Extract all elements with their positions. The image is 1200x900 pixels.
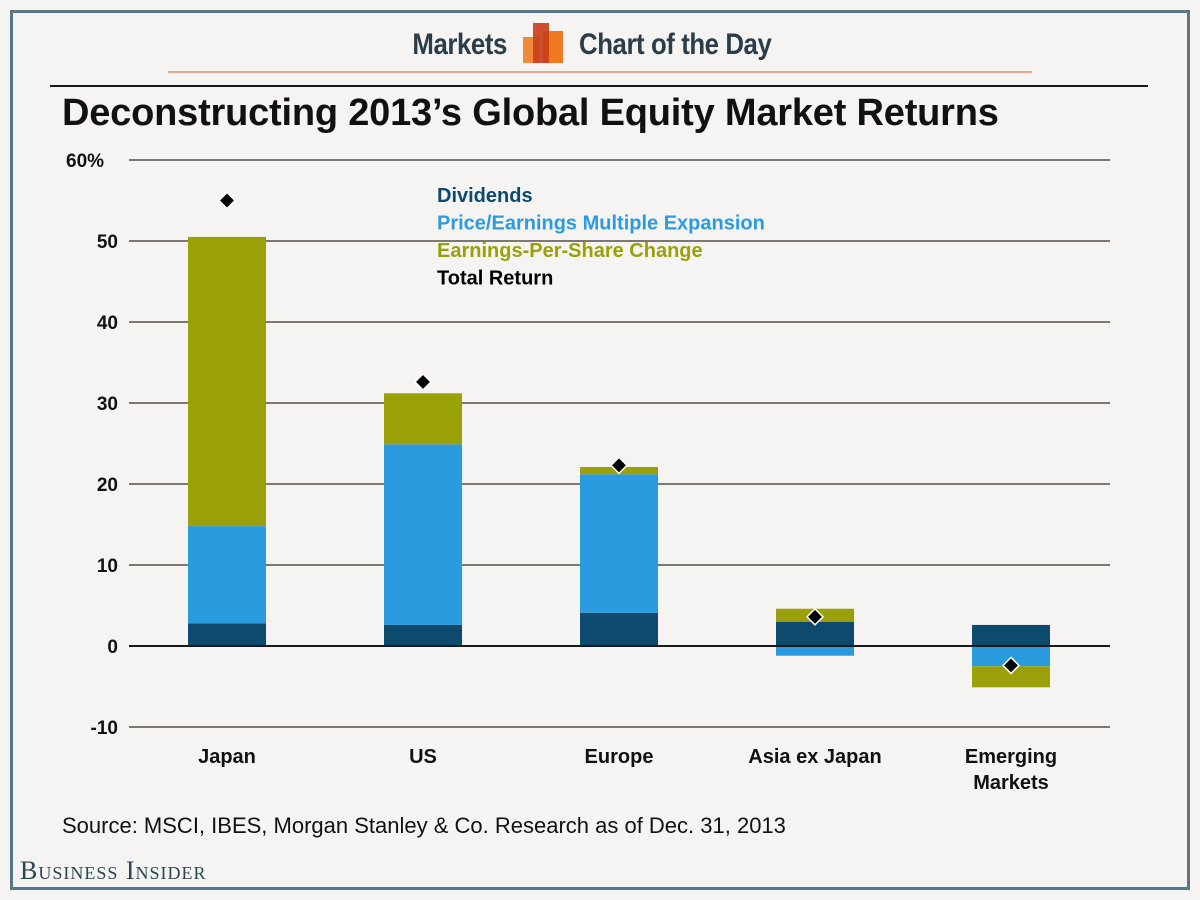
y-tick-label: -10 — [91, 718, 118, 739]
total-return-markers — [217, 191, 1021, 675]
header-chart-of-the-day-label: Chart of the Day — [579, 28, 772, 61]
eps-change-segment — [188, 236, 266, 527]
pe-expansion-segment — [776, 646, 854, 656]
legend-eps-change: Earnings-Per-Share Change — [437, 240, 703, 262]
legend-dividends: Dividends — [437, 185, 533, 207]
total-return-marker — [1001, 656, 1021, 675]
y-tick-label: 40 — [97, 313, 118, 334]
dividends-segment — [384, 624, 462, 646]
dividends-segment — [972, 624, 1050, 646]
bar-chart-logo-icon — [521, 23, 565, 67]
eps-change-segment — [384, 393, 462, 445]
y-tick-label: 10 — [97, 556, 118, 577]
title-divider — [50, 85, 1148, 87]
x-axis-label: Japan — [198, 746, 256, 768]
bar-stack-us — [384, 393, 462, 646]
chart-title: Deconstructing 2013’s Global Equity Mark… — [62, 92, 999, 134]
x-axis-label: Europe — [585, 746, 654, 768]
chart-of-the-day-header: Markets Chart of the Day — [0, 22, 1200, 68]
legend: Dividends Price/Earnings Multiple Expansi… — [437, 185, 765, 290]
eps-change-segment — [972, 666, 1050, 688]
bar-stack-europe — [580, 466, 658, 646]
total-return-marker — [413, 372, 433, 392]
header-markets-label: Markets — [412, 28, 508, 61]
y-tick-label: 20 — [97, 475, 118, 496]
pe-expansion-segment — [972, 646, 1050, 667]
pe-expansion-segment — [188, 526, 266, 624]
x-axis-labels: Japan US Europe Asia ex Japan Emerging Market… — [198, 746, 1057, 794]
source-note: Source: MSCI, IBES, Morgan Stanley & Co.… — [62, 813, 786, 838]
y-tick-label: 50 — [97, 232, 118, 253]
dividends-segment — [188, 623, 266, 646]
x-axis-label: Emerging — [965, 746, 1057, 768]
x-axis-label: US — [409, 746, 437, 768]
image-frame — [10, 10, 1190, 890]
y-tick-label: 30 — [97, 394, 118, 415]
total-return-marker — [217, 191, 237, 210]
y-tick-label: 60% — [66, 151, 104, 172]
pe-expansion-segment — [384, 444, 462, 625]
legend-pe-expansion: Price/Earnings Multiple Expansion — [437, 213, 765, 235]
header-divider — [168, 71, 1032, 73]
total-return-marker — [609, 456, 629, 475]
y-axis-ticks: 60% 50 40 30 20 10 0 -10 — [66, 151, 118, 739]
dividends-segment — [580, 612, 658, 646]
total-return-marker — [805, 607, 825, 626]
bars — [129, 236, 1110, 688]
bar-stack-japan — [188, 236, 266, 646]
pe-expansion-segment — [580, 474, 658, 613]
bar-stack-emerging-markets — [972, 624, 1050, 688]
x-axis-label: Asia ex Japan — [748, 746, 881, 768]
business-insider-logo: Business Insider — [20, 856, 207, 885]
y-tick-label: 0 — [107, 637, 118, 658]
x-axis-label: Markets — [973, 772, 1049, 794]
legend-total-return: Total Return — [437, 268, 553, 290]
